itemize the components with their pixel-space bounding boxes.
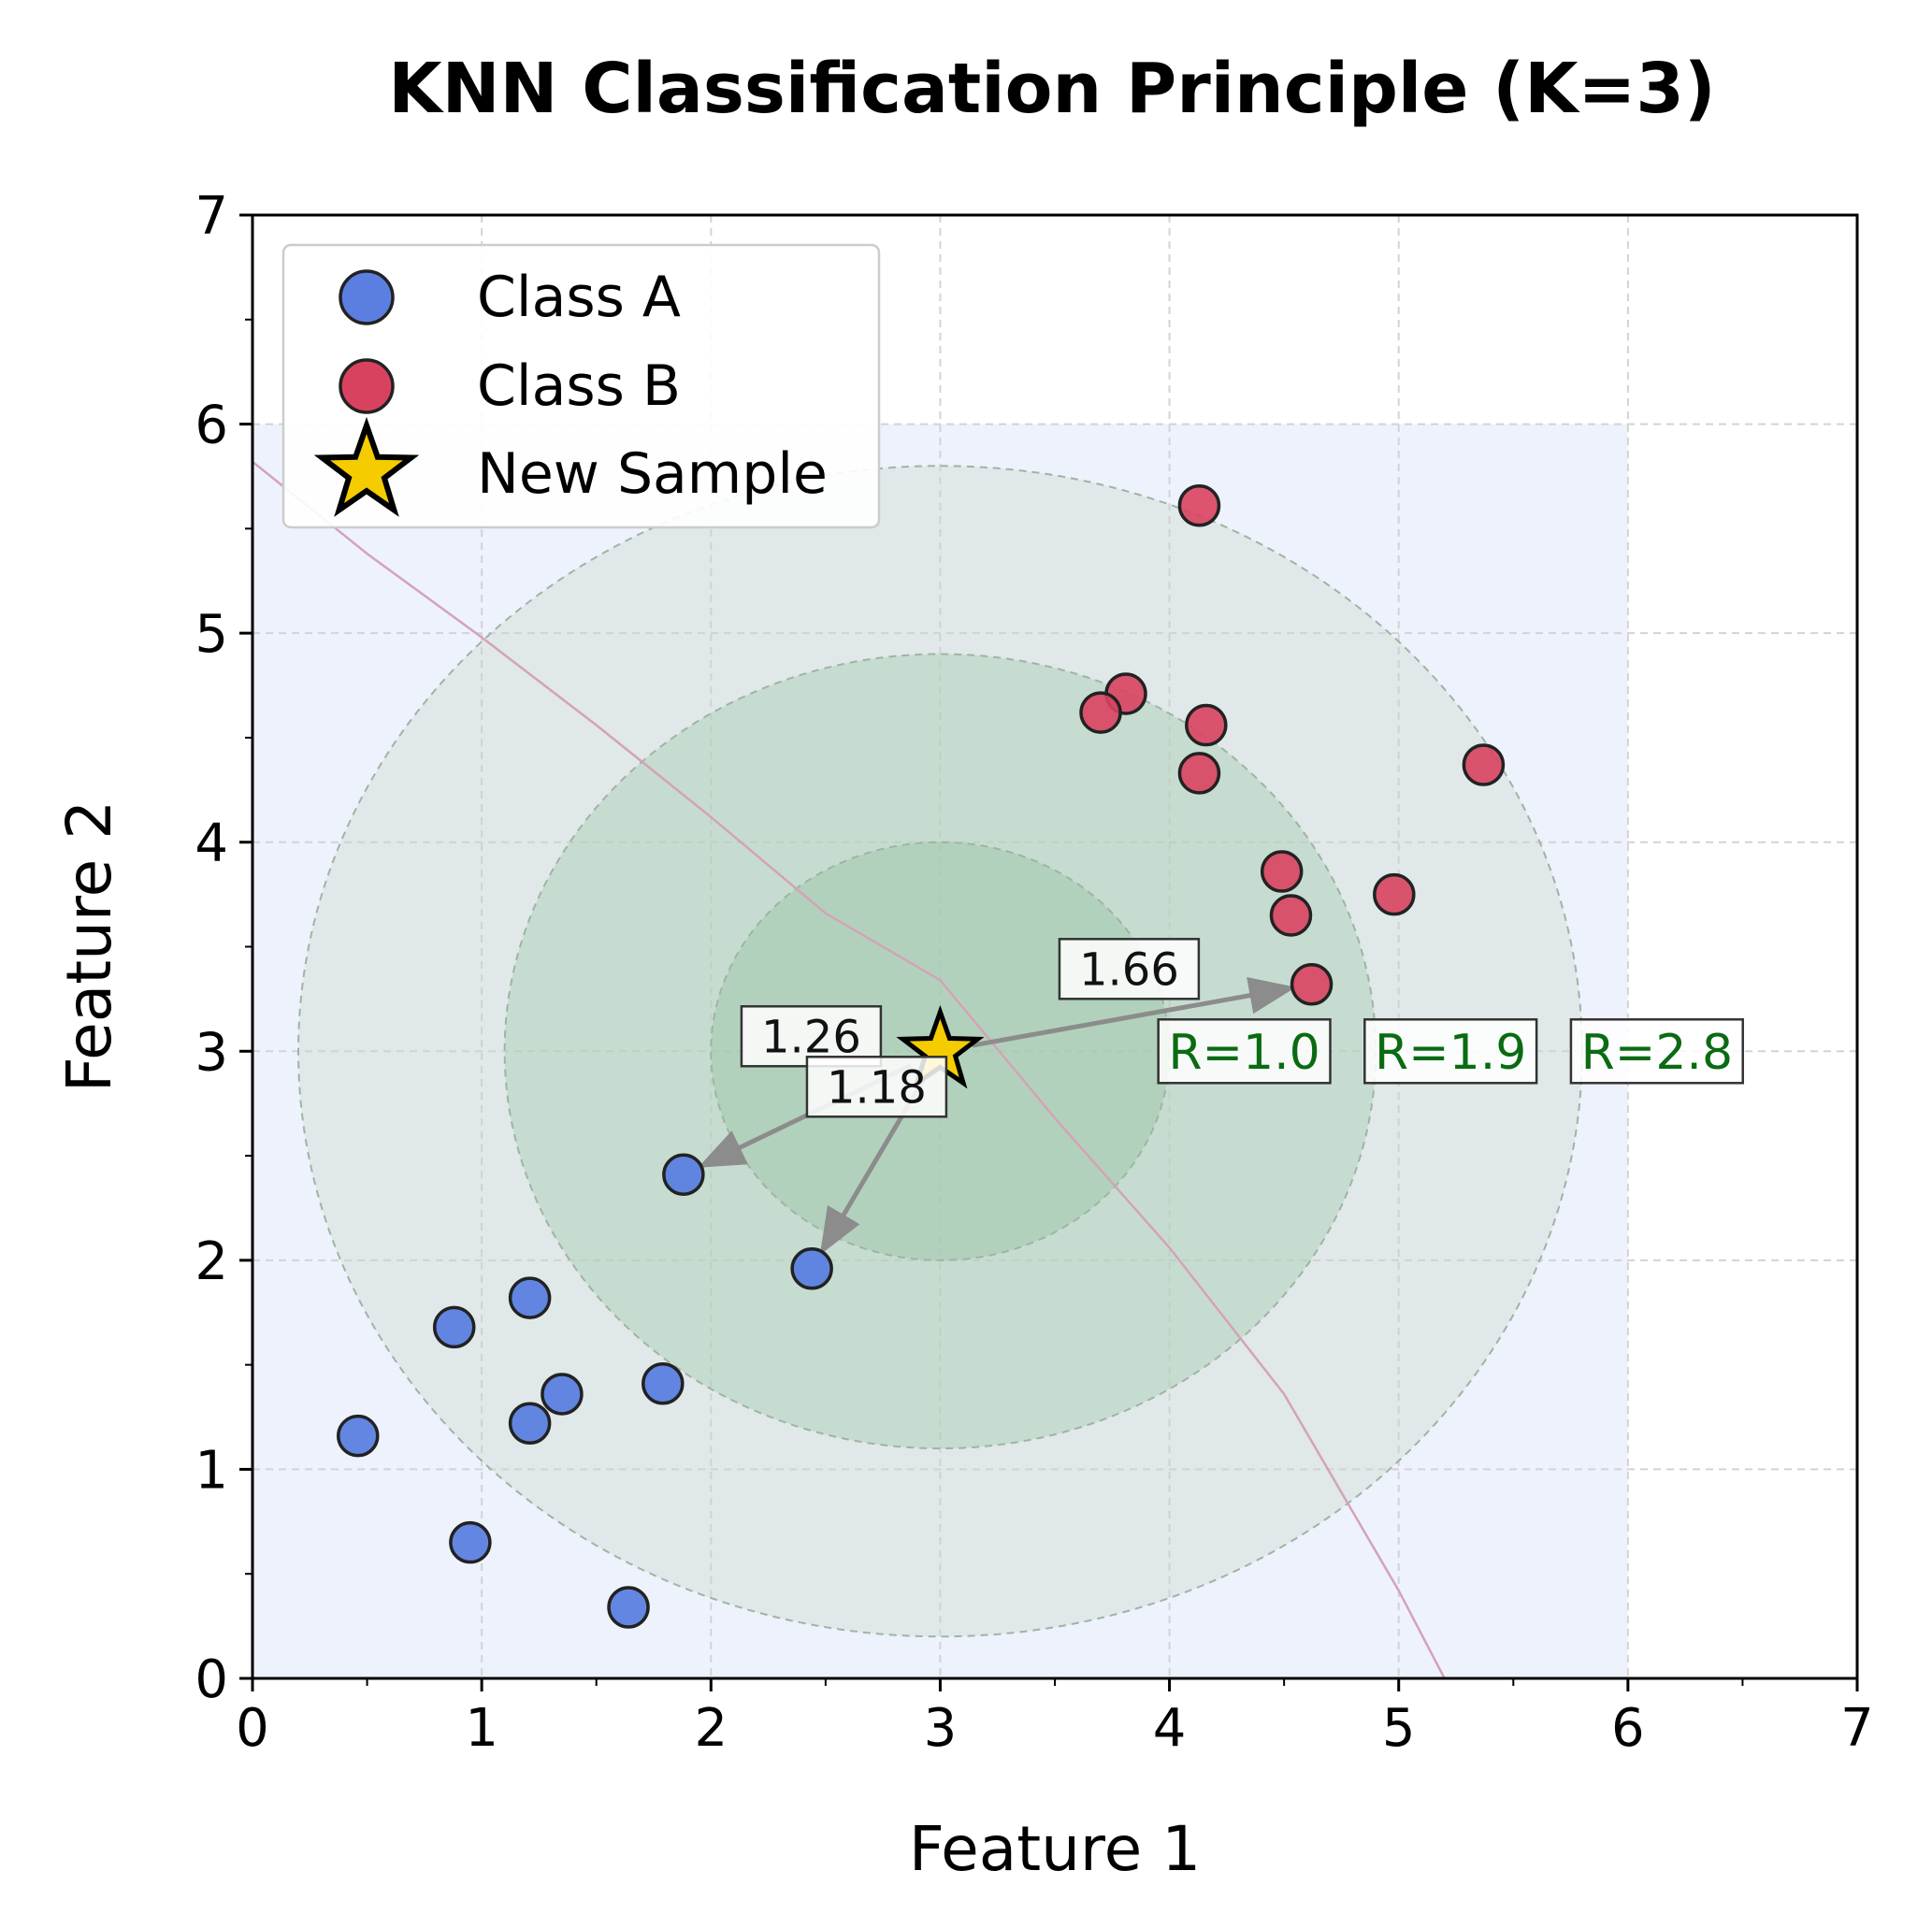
radius-label-box — [1363, 1018, 1538, 1085]
x-axis-label: Feature 1 — [909, 1813, 1201, 1885]
x-tick-label: 6 — [1611, 1698, 1645, 1759]
radius-label-box — [1157, 1018, 1332, 1085]
legend-label-new-sample: New Sample — [477, 441, 828, 507]
y-tick-label: 0 — [195, 1649, 228, 1710]
radius-label: R=1.9 — [1375, 1025, 1526, 1081]
class-a-point — [541, 1373, 584, 1416]
class-b-point — [1290, 962, 1334, 1006]
class-a-point — [607, 1586, 650, 1629]
y-tick-label: 4 — [195, 813, 228, 874]
class-b-point — [1079, 691, 1122, 734]
legend: Class A Class B New Sample — [281, 243, 881, 529]
class-a-point — [662, 1153, 705, 1196]
y-tick-label: 5 — [195, 604, 228, 665]
x-tick-label: 4 — [1153, 1698, 1187, 1759]
x-tick-label: 0 — [236, 1698, 269, 1759]
chart-title: KNN Classification Principle (K=3) — [388, 49, 1715, 129]
distance-label: 1.18 — [827, 1062, 927, 1115]
legend-label-class-b: Class B — [477, 353, 681, 419]
neighbor-arrow — [972, 976, 1296, 1048]
plot-area: 1.66 1.261.18 R=2.8 R=1.9 R=1.0 — [251, 213, 1859, 1680]
distance-label-box — [805, 1056, 948, 1118]
legend-marker-new-sample — [313, 416, 420, 517]
legend-marker-class-a — [339, 269, 395, 325]
axis-ticks: 0 1 2 3 4 5 6 7 0 1 2 3 4 5 6 7 — [195, 186, 1873, 1759]
x-tick-label: 1 — [465, 1698, 498, 1759]
y-tick-label: 7 — [195, 186, 228, 247]
class-a-point — [449, 1520, 492, 1564]
class-b-point — [1462, 743, 1506, 786]
y-tick-label: 3 — [195, 1022, 228, 1083]
class-a-point — [508, 1276, 552, 1319]
class-b-point — [1185, 703, 1228, 747]
annotation-labels: 1.66 1.261.18 R=2.8 R=1.9 R=1.0 — [740, 938, 1744, 1118]
y-tick-label: 6 — [195, 396, 228, 456]
x-tick-label: 5 — [1382, 1698, 1416, 1759]
radius-label: R=2.8 — [1581, 1025, 1733, 1081]
x-tick-label: 7 — [1840, 1698, 1874, 1759]
distance-label-box — [1058, 938, 1201, 1000]
y-tick-label: 1 — [195, 1440, 228, 1501]
x-tick-label: 2 — [694, 1698, 728, 1759]
legend-label-class-a: Class A — [477, 265, 681, 330]
class-a-point — [790, 1247, 833, 1290]
class-a-point — [508, 1402, 552, 1445]
x-tick-label: 3 — [924, 1698, 958, 1759]
y-axis-label: Feature 2 — [53, 800, 125, 1092]
radius-label-box — [1569, 1018, 1744, 1085]
radius-label: R=1.0 — [1168, 1025, 1319, 1081]
class-b-point — [1260, 850, 1304, 893]
class-b-point — [1269, 894, 1313, 937]
class-a-point — [432, 1305, 476, 1349]
legend-marker-class-b — [339, 358, 395, 414]
class-b-point — [1177, 752, 1221, 795]
data-points — [337, 484, 1506, 1629]
class-a-point — [642, 1362, 685, 1405]
grid-lines — [252, 215, 1857, 1678]
distance-label: 1.66 — [1079, 944, 1179, 997]
class-a-point — [337, 1414, 380, 1458]
class-b-point — [1373, 872, 1416, 916]
legend-box — [281, 243, 881, 529]
decision-boundary — [252, 460, 1446, 1679]
distance-label: 1.26 — [761, 1012, 861, 1064]
class-b-point — [1177, 484, 1221, 527]
y-tick-label: 2 — [195, 1231, 228, 1292]
